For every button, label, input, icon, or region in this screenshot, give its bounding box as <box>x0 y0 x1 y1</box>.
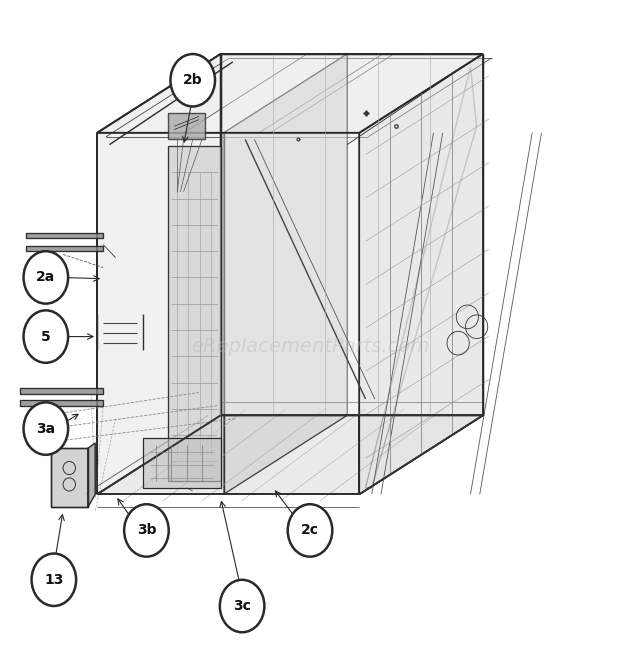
Ellipse shape <box>170 54 215 106</box>
Text: 5: 5 <box>41 329 51 344</box>
Polygon shape <box>26 233 104 238</box>
Polygon shape <box>224 54 347 494</box>
Polygon shape <box>20 389 104 394</box>
Text: eReplacementParts.com: eReplacementParts.com <box>191 337 429 356</box>
Ellipse shape <box>220 580 264 632</box>
Polygon shape <box>97 54 483 133</box>
Ellipse shape <box>32 554 76 606</box>
Polygon shape <box>97 54 221 494</box>
Text: 3c: 3c <box>233 599 251 613</box>
Ellipse shape <box>124 504 169 556</box>
Polygon shape <box>221 54 483 415</box>
Polygon shape <box>51 448 88 508</box>
Text: 3b: 3b <box>136 523 156 537</box>
Text: 13: 13 <box>44 573 63 587</box>
Polygon shape <box>88 443 95 508</box>
Ellipse shape <box>24 310 68 363</box>
Polygon shape <box>143 438 221 488</box>
Text: 3a: 3a <box>36 422 55 436</box>
Text: 2c: 2c <box>301 523 319 537</box>
Ellipse shape <box>24 251 68 304</box>
Polygon shape <box>168 113 205 139</box>
Polygon shape <box>26 246 104 251</box>
Polygon shape <box>97 415 483 494</box>
Ellipse shape <box>24 403 68 455</box>
Text: 2b: 2b <box>183 73 203 87</box>
Polygon shape <box>366 67 477 488</box>
Polygon shape <box>20 401 104 406</box>
Text: 2a: 2a <box>36 271 55 284</box>
Polygon shape <box>360 54 483 494</box>
Polygon shape <box>168 146 221 481</box>
Ellipse shape <box>288 504 332 556</box>
